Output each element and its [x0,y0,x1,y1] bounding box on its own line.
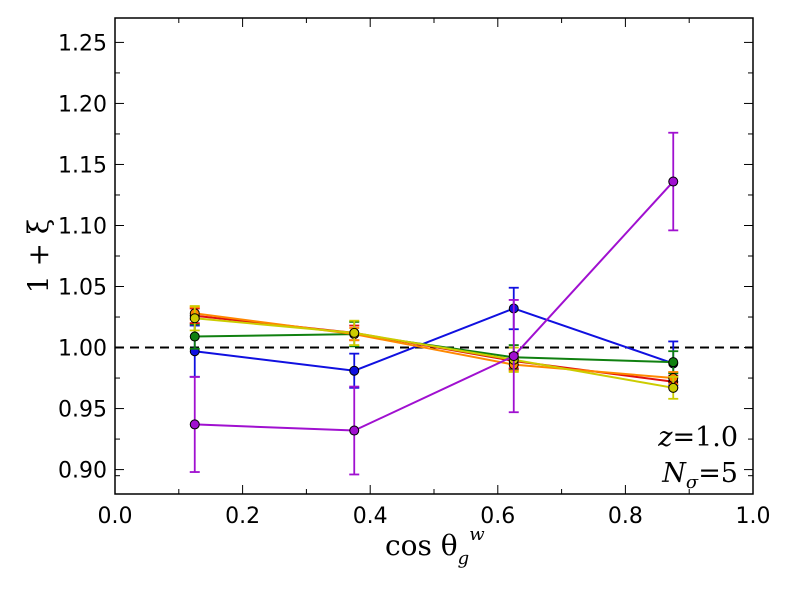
y-tick-label: 1.10 [58,214,107,239]
plot-frame [114,17,754,495]
y-tick-label: 1.15 [58,153,107,178]
series-line [194,180,674,432]
series-line [194,317,674,389]
y-tick-label: 1.05 [58,276,107,301]
y-tick-label: 1.20 [58,92,107,117]
data-point [668,357,679,368]
y-axis-title: 1 + ξ [22,219,55,294]
data-point [189,419,200,430]
y-tick-label: 1.25 [58,31,107,56]
data-point [668,176,679,187]
x-tick-labels: 0.0 0.2 0.4 0.6 0.8 1.0 [98,504,771,529]
data-point [349,425,360,436]
annotation-n-sigma: Nσ=5 [661,458,738,493]
data-point [349,365,360,376]
data-point [508,351,519,362]
x-axis-title: cos θgw [385,524,485,569]
y-tick-label: 1.00 [58,337,107,362]
x-tick-label: 0.8 [608,504,643,529]
series-purple [189,131,679,476]
data-point [189,313,200,324]
data-point [349,327,360,338]
series-line [194,307,674,372]
x-tick-label: 0.6 [480,504,515,529]
y-tick-label: 0.95 [58,398,107,423]
data-point [189,331,200,342]
x-tick-label: 0.4 [353,504,388,529]
series-line [194,312,674,380]
annotation-redshift: z=1.0 [657,422,738,453]
series-group [189,131,679,476]
x-tick-label: 0.0 [98,504,133,529]
y-tick-labels: 0.90 0.95 1.00 1.05 1.10 1.15 1.20 1.25 [58,31,107,483]
x-tick-label: 0.2 [225,504,260,529]
x-tick-label: 1.0 [736,504,771,529]
y-tick-label: 0.90 [58,459,107,484]
data-point [668,382,679,393]
